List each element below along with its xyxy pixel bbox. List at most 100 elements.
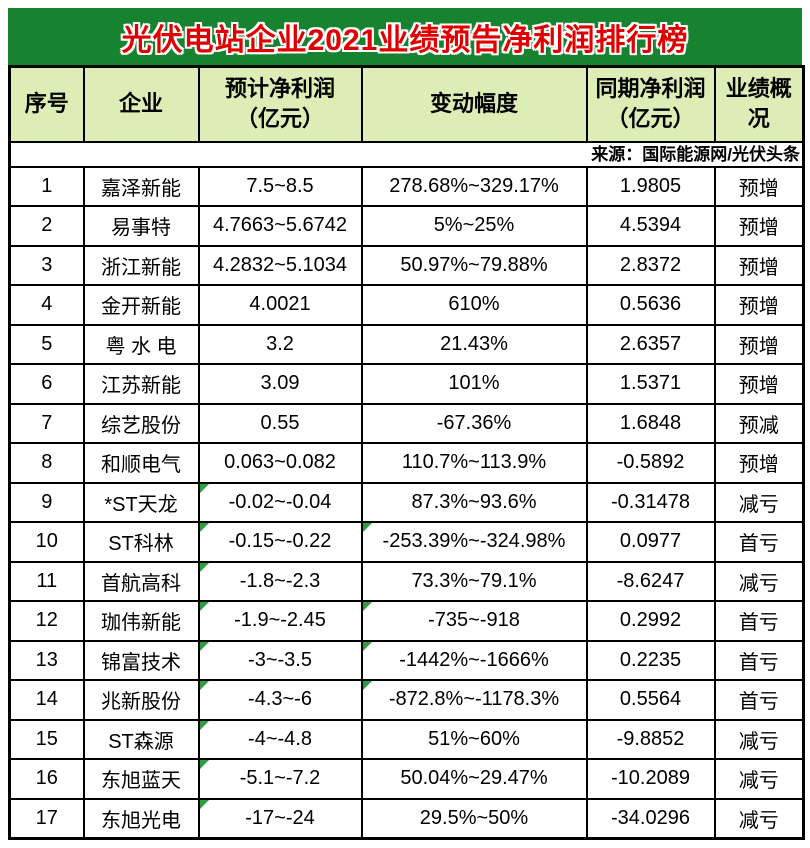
change-cell: 50.97%~79.88% [360,244,588,286]
prior-profit-value: -0.5892 [616,451,685,474]
column-header-forecast-profit: 预计净利润 （亿元） [197,65,363,143]
rank-value: 2 [41,214,53,237]
company-cell: 嘉泽新能 [82,165,200,207]
forecast-profit-value: 7.5~8.5 [246,174,314,197]
header-row: 序号 企业 预计净利润 （亿元） 变动幅度 同期净利润 （亿元） 业绩概 况 [8,65,805,143]
company-cell: 粤 水 电 [82,323,200,365]
status-cell: 预增 [713,363,805,405]
company-cell: 易事特 [82,205,200,247]
change-cell: -735~-918 [360,600,588,642]
change-cell: -253.39%~-324.98% [360,521,588,563]
status-value: 首亏 [738,612,779,635]
change-value: 110.7%~113.9% [401,451,547,474]
prior-profit-value: 1.6848 [619,411,682,434]
forecast-profit-cell: -5.1~-7.2 [197,758,363,800]
company-cell: 东旭光电 [82,797,200,839]
forecast-profit-value: -1.8~-2.3 [239,569,321,592]
company-cell: 东旭蓝天 [82,758,200,800]
source-note: 来源：国际能源网/光伏头条 [9,140,804,168]
table-row: 7 综艺股份 0.55 -67.36% 1.6848 预减 [8,402,805,444]
table-row: 6 江苏新能 3.09 101% 1.5371 预增 [8,363,805,405]
forecast-profit-cell: -4.3~-6 [197,679,363,721]
forecast-profit-value: -3~-3.5 [248,648,312,671]
company-name: 易事特 [111,217,171,240]
excel-error-flag-icon [200,800,209,809]
change-value: 101% [448,372,500,395]
rank-value: 16 [35,767,58,790]
table-header: 序号 企业 预计净利润 （亿元） 变动幅度 同期净利润 （亿元） 业绩概 况 [8,65,805,143]
change-value: -872.8%~-1178.3% [388,688,560,711]
status-value: 预减 [738,414,779,437]
company-name: 嘉泽新能 [101,177,181,200]
table-row: 14 兆新股份 -4.3~-6 -872.8%~-1178.3% 0.5564 … [8,679,805,721]
table-row: 12 珈伟新能 -1.9~-2.45 -735~-918 0.2992 首亏 [8,600,805,642]
forecast-profit-value: 4.7663~5.6742 [212,214,348,237]
status-value: 预增 [738,375,779,398]
forecast-profit-cell: 3.2 [197,323,363,365]
rank-value: 10 [35,530,58,553]
forecast-profit-value: -5.1~-7.2 [239,767,321,790]
change-cell: -872.8%~-1178.3% [360,679,588,721]
change-value: -67.36% [436,411,512,434]
rank-value: 7 [41,411,53,434]
status-cell: 首亏 [713,600,805,642]
status-value: 预增 [738,256,779,279]
ranking-table: 序号 企业 预计净利润 （亿元） 变动幅度 同期净利润 （亿元） 业绩概 况 来… [8,65,805,840]
forecast-profit-value: 3.09 [260,372,300,395]
excel-error-flag-icon [363,681,372,690]
prior-profit-cell: -10.2089 [585,758,716,800]
forecast-profit-cell: -4~-4.8 [197,718,363,760]
forecast-profit-cell: 0.063~0.082 [197,442,363,484]
change-cell: 21.43% [360,323,588,365]
prior-profit-cell: -0.5892 [585,442,716,484]
prior-profit-value: -10.2089 [611,767,690,790]
forecast-profit-value: 0.063~0.082 [224,451,336,474]
status-cell: 首亏 [713,639,805,681]
company-cell: 珈伟新能 [82,600,200,642]
table-row: 10 ST科林 -0.15~-0.22 -253.39%~-324.98% 0.… [8,521,805,563]
company-cell: 兆新股份 [82,679,200,721]
table-row: 5 粤 水 电 3.2 21.43% 2.6357 预增 [8,323,805,365]
company-cell: 锦富技术 [82,639,200,681]
rank-cell: 14 [8,679,85,721]
prior-profit-value: 0.5564 [619,688,682,711]
company-cell: ST森源 [82,718,200,760]
column-header-prior-profit: 同期净利润 （亿元） [585,65,716,143]
page-title: 光伏电站企业2021业绩预告净利润排行榜 [121,23,689,57]
rank-cell: 13 [8,639,85,681]
prior-profit-value: 0.5636 [619,293,682,316]
change-value: 73.3%~79.1% [411,569,537,592]
prior-profit-value: -0.31478 [611,490,690,513]
forecast-profit-cell: -1.8~-2.3 [197,560,363,602]
change-value: 610% [448,293,500,316]
rank-value: 8 [41,451,53,474]
table-row: 15 ST森源 -4~-4.8 51%~60% -9.8852 减亏 [8,718,805,760]
rank-value: 6 [41,372,53,395]
table-row: 8 和顺电气 0.063~0.082 110.7%~113.9% -0.5892… [8,442,805,484]
status-cell: 减亏 [713,718,805,760]
prior-profit-cell: -0.31478 [585,481,716,523]
title-banner: 光伏电站企业2021业绩预告净利润排行榜 [8,8,802,65]
excel-error-flag-icon [363,642,372,651]
company-name: 金开新能 [101,296,181,319]
column-header-company: 企业 [82,65,200,143]
rank-cell: 9 [8,481,85,523]
status-value: 减亏 [738,809,779,832]
company-name: ST科林 [108,533,174,556]
company-name: 首航高科 [101,572,181,595]
forecast-profit-cell: -0.02~-0.04 [197,481,363,523]
forecast-profit-value: -0.02~-0.04 [228,490,332,513]
prior-profit-value: 0.2235 [619,648,682,671]
rank-cell: 10 [8,521,85,563]
forecast-profit-cell: 4.0021 [197,284,363,326]
company-name: *ST天龙 [104,493,178,516]
status-cell: 减亏 [713,797,805,839]
excel-error-flag-icon [200,563,209,572]
table-row: 1 嘉泽新能 7.5~8.5 278.68%~329.17% 1.9805 预增 [8,165,805,207]
excel-error-flag-icon [200,484,209,493]
column-header-rank: 序号 [8,65,85,143]
rank-cell: 1 [8,165,85,207]
rank-value: 17 [35,806,58,829]
table-row: 2 易事特 4.7663~5.6742 5%~25% 4.5394 预增 [8,205,805,247]
forecast-profit-value: -1.9~-2.45 [234,609,326,632]
